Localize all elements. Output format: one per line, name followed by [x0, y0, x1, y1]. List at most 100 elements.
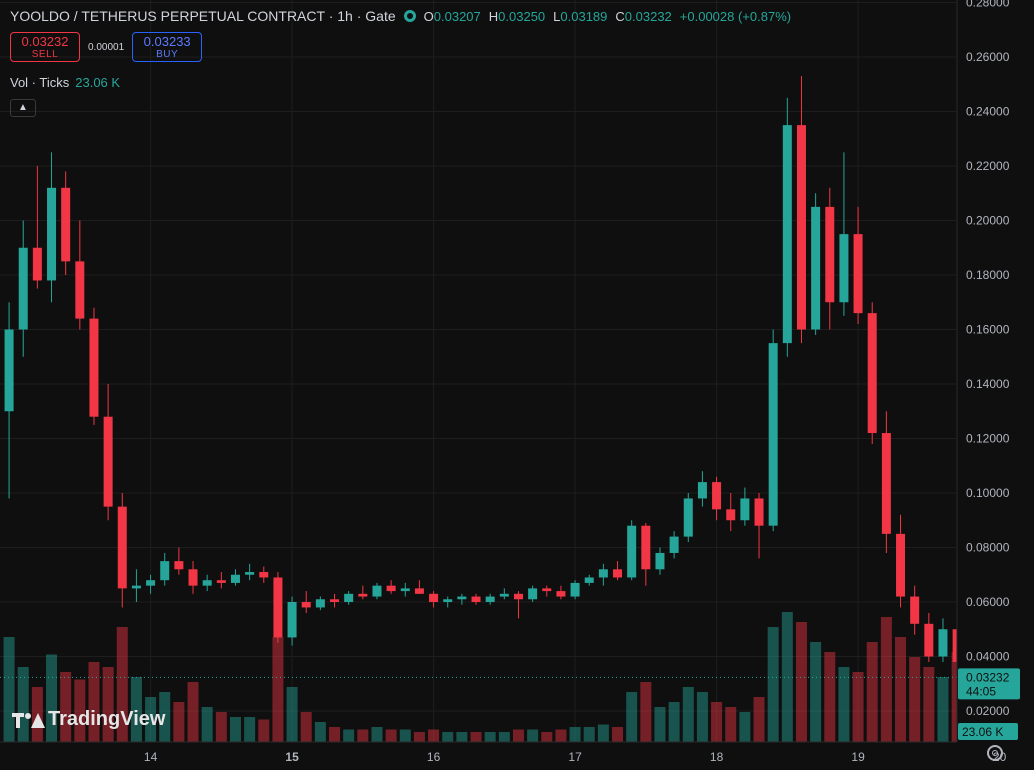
candle-body [910, 596, 920, 624]
volume-bar [385, 729, 397, 742]
candle-body [245, 572, 255, 575]
volume-bar [852, 672, 864, 742]
candle-body [146, 580, 156, 586]
candle-body [641, 525, 651, 570]
candle-body [485, 596, 495, 602]
trade-panel: 0.03232 SELL 0.00001 0.03233 BUY [10, 32, 203, 62]
candle-body [202, 580, 212, 586]
volume-bar [654, 707, 666, 742]
dot-icon [403, 10, 416, 22]
volume-bar [244, 717, 256, 742]
volume-bar [753, 697, 765, 742]
time-axis: 14 15 16 17 18 19 20 [0, 741, 1034, 770]
volume-bar [187, 682, 199, 742]
candle-body [499, 593, 509, 597]
candle-body [188, 569, 198, 586]
price-tick-label: 0.28000 [966, 0, 1010, 10]
candle-body [18, 247, 28, 330]
candle-body [655, 552, 665, 570]
tradingview-logo[interactable]: TradingView [12, 708, 165, 731]
volume-bar [937, 677, 949, 742]
candle-body [216, 580, 226, 583]
volume-bar [696, 692, 708, 742]
volume-bar [46, 654, 58, 742]
volume-bar [781, 612, 793, 742]
price-axis-bg [957, 0, 1034, 770]
volume-bar [442, 732, 454, 742]
symbol-title[interactable]: YOOLDO / TETHERUS PERPETUAL CONTRACT · 1… [10, 8, 396, 24]
candle-body [712, 482, 722, 510]
candle-body [259, 572, 269, 578]
volume-bar [923, 667, 935, 742]
change-value: +0.00028 (+0.87%) [679, 8, 792, 24]
candle-body [669, 536, 679, 553]
candle-body [683, 498, 693, 537]
last-price-label: 0.03232 [966, 670, 1010, 684]
candle-body [174, 561, 184, 570]
volume-bar [626, 692, 638, 742]
candle-body [782, 125, 792, 344]
volume-bar [597, 724, 609, 742]
candle-body [273, 577, 283, 638]
volume-bar [229, 717, 241, 742]
volume-bar [484, 732, 496, 742]
volume-bar [498, 732, 510, 742]
candle-body [471, 596, 481, 602]
volume-bar [739, 712, 751, 742]
chevron-up-icon[interactable]: ▲ [10, 99, 36, 117]
volume-bar [470, 732, 482, 742]
tradingview-logo-icon [12, 710, 45, 730]
volume-bar [866, 642, 878, 742]
candle-body [513, 593, 523, 600]
candle-body [768, 343, 778, 526]
time-axis-bg [0, 742, 1034, 770]
volume-bars [3, 612, 991, 742]
candle-body [457, 596, 467, 600]
time-tick-label: 14 [144, 750, 158, 764]
candle-body [443, 599, 453, 602]
price-tick-label: 0.24000 [966, 105, 1010, 119]
volume-bar [569, 727, 581, 742]
last-volume-label: 23.06 K [962, 725, 1003, 739]
candle-body [400, 588, 410, 592]
price-tick-label: 0.18000 [966, 268, 1010, 282]
time-tick-label: 18 [710, 750, 724, 764]
volume-bar [130, 677, 142, 742]
candle-body [103, 416, 113, 507]
volume-bar [215, 712, 227, 742]
volume-bar [555, 729, 567, 742]
candle-body [429, 593, 439, 602]
candle-body [528, 588, 538, 600]
volume-bar [314, 722, 326, 742]
price-axis: 0.28000 0.26000 0.24000 0.22000 0.20000 0.180… [956, 0, 1034, 770]
candle-body [4, 329, 14, 412]
candle-body [796, 125, 806, 330]
gear-icon[interactable] [987, 745, 1003, 761]
volume-bar [711, 702, 723, 742]
candle-body [89, 318, 99, 417]
volume-bar [895, 637, 907, 742]
volume-bar [640, 682, 652, 742]
chart-grid [0, 0, 957, 742]
volume-bar [300, 712, 312, 742]
volume-bar [612, 727, 624, 742]
candle-body [867, 313, 877, 434]
volume-bar [159, 692, 171, 742]
volume-bar [767, 627, 779, 742]
candle-body [160, 561, 170, 581]
candle-body [47, 187, 57, 281]
candle-body [896, 533, 906, 597]
time-tick-label: 15 [285, 750, 299, 764]
chart-header: YOOLDO / TETHERUS PERPETUAL CONTRACT · 1… [10, 8, 791, 24]
candle-body [825, 206, 835, 303]
price-tick-label: 0.12000 [966, 432, 1010, 446]
buy-button[interactable]: 0.03233 BUY [132, 32, 203, 62]
sell-button[interactable]: 0.03232 SELL [10, 32, 80, 62]
volume-bar [74, 679, 86, 742]
price-tick-label: 0.14000 [966, 377, 1010, 391]
ohlc-legend: O0.03207 H0.03250 L0.03189 C0.03232 +0.0… [423, 8, 792, 24]
volume-bar [88, 662, 100, 742]
candle-body [75, 261, 85, 319]
candle-body [556, 591, 566, 597]
